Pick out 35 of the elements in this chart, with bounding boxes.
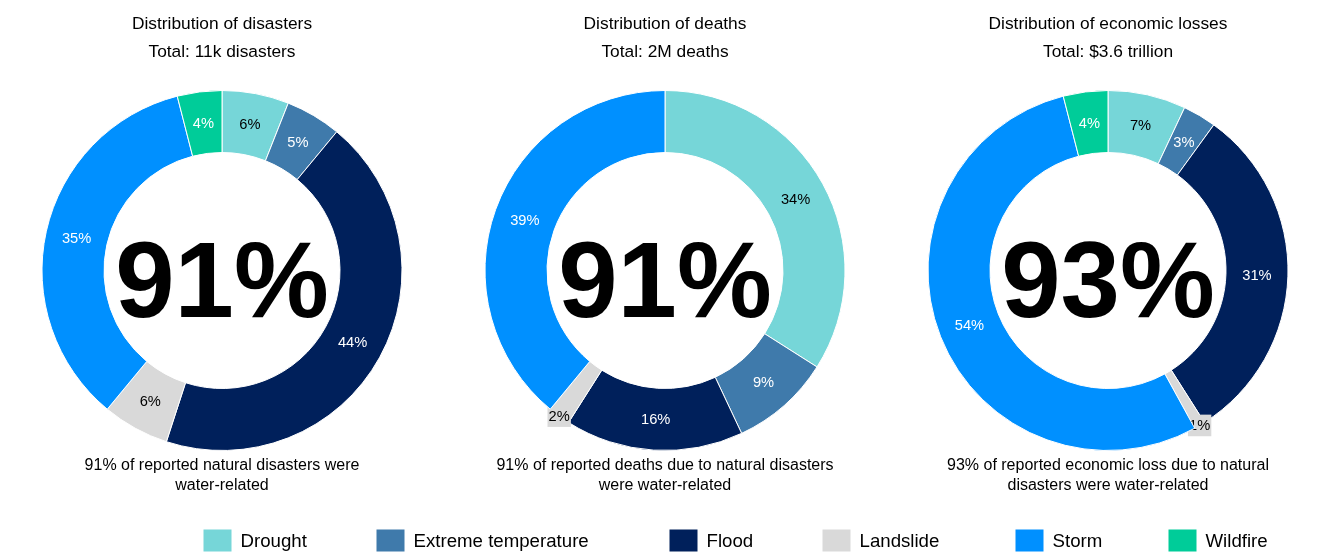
chart-title: Distribution of economic losses (988, 12, 1228, 33)
data-label: 35% (61, 230, 92, 246)
data-label: 4% (1078, 114, 1100, 131)
legend-label: Extreme temperature (413, 530, 589, 551)
data-label: 16% (640, 411, 671, 428)
chart-subtitle: Total: 11k disasters (148, 40, 296, 61)
data-label: 5% (287, 134, 309, 151)
data-label: 4% (192, 114, 214, 131)
data-label: 6% (139, 393, 161, 410)
data-label: 34% (780, 190, 811, 207)
data-label: 1% (1189, 417, 1211, 434)
legend-label: Landslide (859, 530, 940, 551)
data-label: 39% (510, 212, 540, 229)
text: 91% of reported deaths due to natural disasters were water-related (496, 455, 834, 494)
data-label: 31% (1242, 267, 1272, 284)
legend-label: Flood (706, 530, 754, 551)
text: 91% (558, 219, 772, 340)
data-label: 54% (954, 317, 985, 334)
data-label: 6% (239, 116, 261, 133)
data-label: 9% (752, 374, 775, 391)
chart-title: Distribution of deaths (583, 12, 747, 33)
data-label: 2% (548, 408, 570, 425)
data-label: 44% (337, 334, 368, 351)
chart-subtitle: Total: 2M deaths (601, 40, 729, 61)
text: 93% of reported economic loss due to natural disasters were water-related (947, 455, 1269, 494)
chart-title: Distribution of disasters (131, 12, 313, 33)
text: 91% of reported natural disasters were water-related (84, 455, 360, 494)
text: 91% (115, 219, 329, 340)
legend-label: Storm (1052, 530, 1103, 551)
text: 93% (1001, 219, 1215, 340)
chart-subtitle: Total: $3.6 trillion (1042, 40, 1174, 61)
data-label: 7% (1129, 117, 1152, 134)
legend-label: Wildfire (1205, 530, 1268, 551)
legend-label: Drought (240, 530, 308, 551)
data-label: 3% (1173, 134, 1195, 151)
